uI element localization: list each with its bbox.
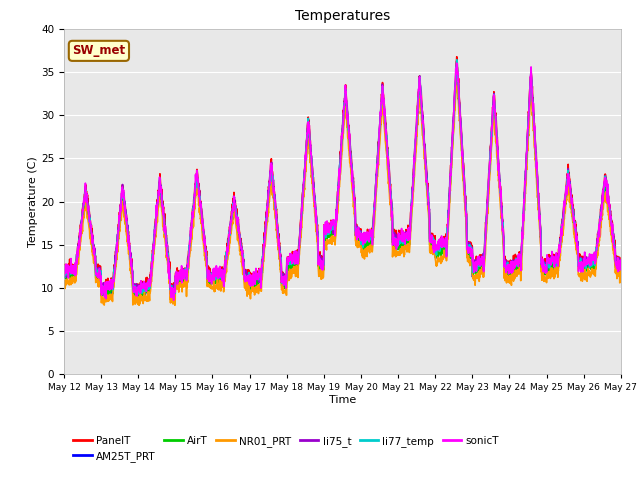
PanelT xyxy=(216,266,223,272)
PanelT xyxy=(617,260,625,265)
sonicT xyxy=(617,263,625,268)
sonicT xyxy=(170,297,177,303)
li77_temp xyxy=(60,273,68,279)
AirT xyxy=(171,298,179,303)
li77_temp xyxy=(617,266,625,272)
li75_t xyxy=(371,199,379,204)
li77_temp xyxy=(453,57,461,62)
Legend: PanelT, AM25T_PRT, AirT, NR01_PRT, li75_t, li77_temp, sonicT: PanelT, AM25T_PRT, AirT, NR01_PRT, li75_… xyxy=(69,432,503,466)
li75_t xyxy=(60,268,68,274)
sonicT xyxy=(216,268,223,274)
Text: SW_met: SW_met xyxy=(72,44,125,57)
AirT xyxy=(584,266,591,272)
NR01_PRT xyxy=(135,302,143,308)
AirT xyxy=(453,66,461,72)
li77_temp xyxy=(359,240,367,245)
Y-axis label: Temperature (C): Temperature (C) xyxy=(28,156,38,247)
li75_t xyxy=(617,258,625,264)
AirT xyxy=(371,204,379,209)
AirT xyxy=(568,205,576,211)
Line: AM25T_PRT: AM25T_PRT xyxy=(64,65,621,296)
AirT xyxy=(617,267,625,273)
li77_temp xyxy=(216,273,223,279)
li77_temp xyxy=(568,205,576,211)
PanelT xyxy=(371,196,379,202)
PanelT xyxy=(453,54,461,60)
AM25T_PRT xyxy=(359,241,367,247)
NR01_PRT xyxy=(371,211,379,217)
NR01_PRT xyxy=(584,272,591,278)
NR01_PRT xyxy=(60,284,68,290)
li77_temp xyxy=(584,260,591,266)
PanelT xyxy=(505,262,513,268)
PanelT xyxy=(359,240,367,246)
NR01_PRT xyxy=(453,74,461,80)
AM25T_PRT xyxy=(371,201,379,207)
AM25T_PRT xyxy=(453,62,461,68)
sonicT xyxy=(584,260,591,266)
NR01_PRT xyxy=(216,283,223,288)
sonicT xyxy=(359,235,367,241)
Line: NR01_PRT: NR01_PRT xyxy=(64,77,621,305)
li75_t xyxy=(98,292,106,298)
li75_t xyxy=(584,259,591,265)
li77_temp xyxy=(135,291,143,297)
li77_temp xyxy=(505,264,513,270)
AirT xyxy=(216,277,223,283)
NR01_PRT xyxy=(617,267,625,273)
AM25T_PRT xyxy=(505,270,513,276)
sonicT xyxy=(60,264,68,270)
AM25T_PRT xyxy=(617,259,625,265)
NR01_PRT xyxy=(505,279,513,285)
Title: Temperatures: Temperatures xyxy=(295,10,390,24)
AM25T_PRT xyxy=(216,276,223,282)
li75_t xyxy=(359,240,367,245)
AM25T_PRT xyxy=(584,263,591,269)
Line: PanelT: PanelT xyxy=(64,57,621,294)
X-axis label: Time: Time xyxy=(329,395,356,405)
li75_t xyxy=(505,263,513,268)
PanelT xyxy=(60,267,68,273)
PanelT xyxy=(584,259,591,264)
Line: AirT: AirT xyxy=(64,69,621,300)
sonicT xyxy=(568,195,576,201)
li75_t xyxy=(453,58,461,63)
AirT xyxy=(505,266,513,272)
li75_t xyxy=(568,196,576,202)
AirT xyxy=(359,245,367,251)
NR01_PRT xyxy=(568,214,576,219)
Line: li77_temp: li77_temp xyxy=(64,60,621,294)
li77_temp xyxy=(371,200,379,205)
PanelT xyxy=(568,193,576,199)
sonicT xyxy=(505,271,513,277)
AirT xyxy=(60,272,68,278)
sonicT xyxy=(453,60,461,66)
Line: sonicT: sonicT xyxy=(64,63,621,300)
PanelT xyxy=(134,291,141,297)
AM25T_PRT xyxy=(60,272,68,277)
sonicT xyxy=(371,201,379,206)
NR01_PRT xyxy=(359,254,367,260)
li75_t xyxy=(216,271,223,277)
AM25T_PRT xyxy=(568,207,576,213)
AM25T_PRT xyxy=(140,293,148,299)
Line: li75_t: li75_t xyxy=(64,60,621,295)
